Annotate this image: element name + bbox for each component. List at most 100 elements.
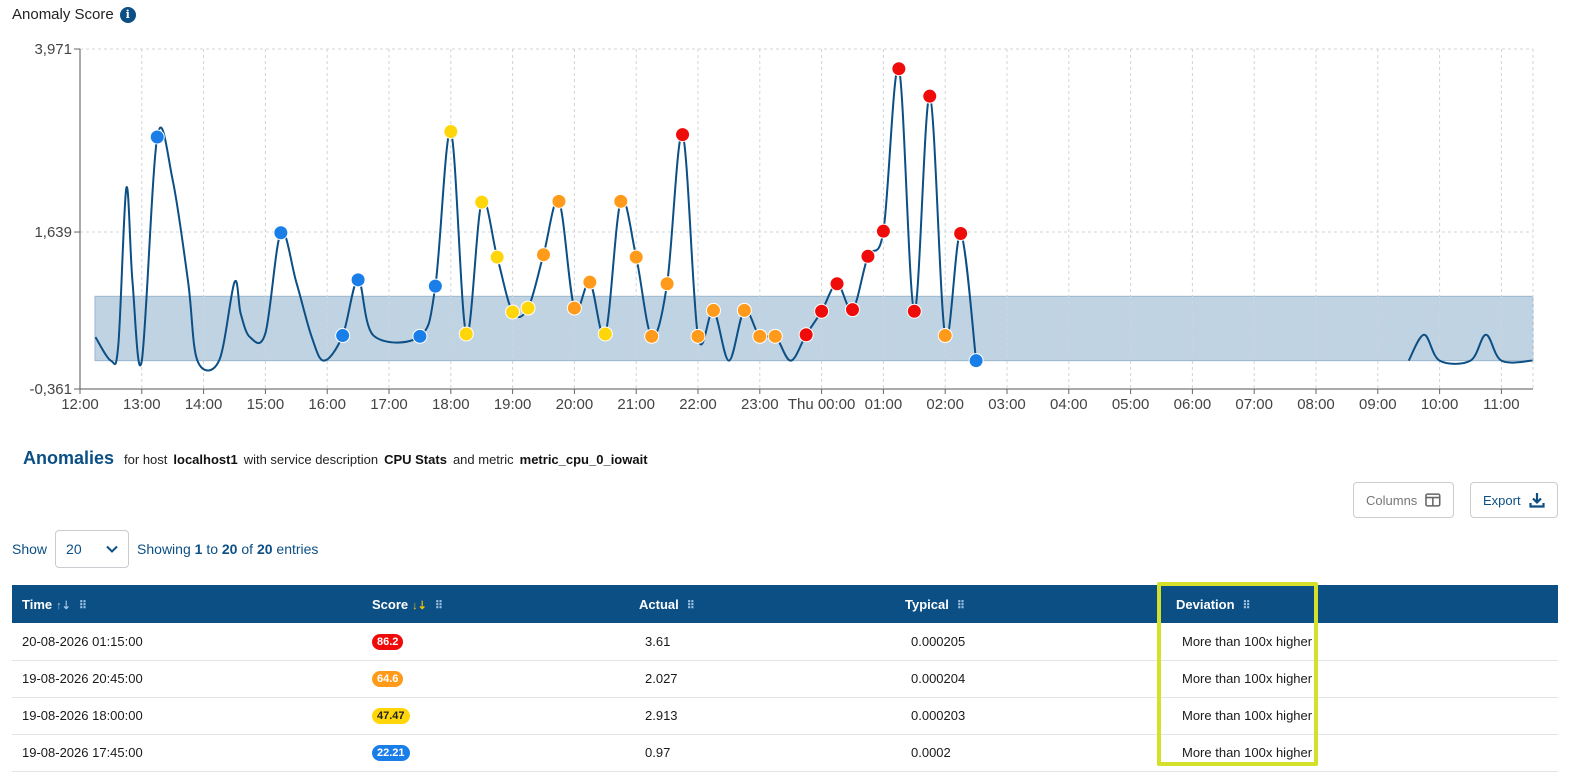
x-tick-label: Thu 00:00 (788, 396, 856, 413)
showing-prefix: Showing (137, 541, 191, 557)
anomaly-point (566, 300, 582, 316)
anomaly-point (798, 327, 814, 343)
showing-entries-word: entries (276, 541, 319, 557)
score-badge: 47.47 (372, 708, 410, 724)
columns-button[interactable]: Columns (1353, 482, 1454, 518)
drag-handle-icon[interactable]: ⠿ (956, 599, 965, 612)
drag-handle-icon[interactable]: ⠿ (686, 599, 695, 612)
x-tick-label: 07:00 (1235, 396, 1273, 413)
table-header-row: Time ↑⇣ ⠿ Score ↓⇣ ⠿ Actual ⠿ Typical ⠿ Deviat… (12, 585, 1558, 623)
anomaly-point (536, 247, 551, 263)
info-icon[interactable]: i (119, 6, 136, 23)
cell-deviation: More than 100x higher (1182, 745, 1313, 760)
expected-range-band (94, 295, 1534, 362)
column-header-score[interactable]: Score ↓⇣ ⠿ (362, 585, 629, 623)
cell-time: 19-08-2026 18:00:00 (22, 708, 143, 723)
anomaly-point (474, 194, 490, 210)
x-tick-label: 05:00 (1112, 396, 1150, 413)
cell-actual: 3.61 (645, 633, 671, 649)
sort-icon[interactable]: ↑⇣ (56, 599, 71, 612)
x-tick-label: 21:00 (617, 396, 655, 413)
column-header-actual[interactable]: Actual ⠿ (629, 585, 895, 623)
anomaly-point (922, 88, 938, 104)
cell-score: 22.21 (362, 734, 629, 771)
host-name: localhost1 (173, 452, 238, 467)
anomaly-point (597, 326, 613, 342)
show-label: Show (12, 541, 48, 557)
x-tick-label: 11:00 (1483, 396, 1519, 413)
page-size-value: 20 (66, 541, 82, 557)
anomaly-point (458, 326, 474, 342)
table-row[interactable]: 19-08-2026 18:00:00 47.47 2.913 0.000203… (12, 697, 1558, 734)
anomaly-point (628, 249, 644, 265)
x-tick-label: 09:00 (1359, 396, 1397, 413)
download-icon (1528, 493, 1545, 508)
table-row[interactable]: 20-08-2026 01:15:00 86.2 3.61 0.000205 M… (12, 623, 1558, 660)
x-tick-label: 06:00 (1174, 396, 1212, 413)
x-tick-label: 14:00 (185, 396, 223, 413)
table-row[interactable]: 19-08-2026 20:45:00 64.6 2.027 0.000204 … (12, 660, 1558, 697)
cell-actual: 0.97 (645, 745, 671, 760)
anomalies-table: Time ↑⇣ ⠿ Score ↓⇣ ⠿ Actual ⠿ Typical ⠿ Deviat… (12, 585, 1558, 772)
anomalies-heading: Anomalies for host localhost1 with servi… (23, 448, 648, 469)
drag-handle-icon[interactable]: ⠿ (434, 599, 443, 612)
x-tick-label: 18:00 (432, 396, 470, 413)
x-tick-label: 22:00 (679, 396, 717, 413)
column-header-label: Time (22, 596, 53, 612)
anomaly-point (520, 300, 536, 316)
showing-to: 20 (221, 541, 238, 557)
and-metric-text: and metric (452, 452, 514, 467)
anomaly-point (906, 303, 922, 319)
score-badge: 64.6 (372, 671, 404, 687)
anomaly-point (829, 276, 845, 292)
cell-actual: 2.913 (645, 708, 678, 723)
cell-typical: 0.000203 (911, 708, 966, 723)
y-tick-label: 1,639 (34, 224, 72, 241)
cell-actual: 2.027 (645, 671, 678, 686)
page-size-select[interactable]: 20 (55, 530, 130, 568)
chart-header: Anomaly Score i (12, 6, 136, 23)
anomaly-point (891, 61, 907, 77)
cell-time: 19-08-2026 17:45:00 (22, 745, 143, 760)
x-tick-label: 15:00 (247, 396, 285, 413)
x-tick-label: 16:00 (308, 396, 346, 413)
showing-of-word: of (241, 541, 254, 557)
anomaly-point (335, 328, 351, 344)
anomaly-point (814, 303, 830, 319)
anomaly-point (937, 328, 953, 344)
drag-handle-icon[interactable]: ⠿ (78, 599, 87, 612)
drag-handle-icon[interactable]: ⠿ (1242, 599, 1251, 612)
anomaly-score-line (1407, 333, 1533, 365)
showing-entries-text: Showing 1 to 20 of 20 entries (137, 541, 318, 557)
anomaly-point (736, 302, 752, 318)
x-tick-label: 20:00 (556, 396, 594, 413)
table-row[interactable]: 19-08-2026 17:45:00 22.21 0.97 0.0002 Mo… (12, 734, 1558, 771)
columns-icon (1425, 493, 1441, 507)
anomaly-point (443, 123, 459, 139)
cell-deviation: More than 100x higher (1182, 633, 1313, 649)
anomaly-point (551, 193, 567, 209)
anomaly-point (953, 226, 969, 242)
x-tick-label: 02:00 (926, 396, 964, 413)
anomaly-point (644, 328, 660, 344)
cell-typical: 0.000204 (911, 671, 966, 686)
x-tick-label: 13:00 (123, 396, 161, 413)
column-header-deviation[interactable]: Deviation ⠿ (1162, 585, 1558, 623)
column-header-typical[interactable]: Typical ⠿ (895, 585, 1162, 623)
column-header-time[interactable]: Time ↑⇣ ⠿ (12, 585, 362, 623)
cell-score: 47.47 (362, 697, 629, 734)
showing-total: 20 (256, 541, 273, 557)
anomaly-point (875, 223, 891, 239)
column-header-label: Deviation (1176, 596, 1235, 612)
sort-desc-icon[interactable]: ↓⇣ (412, 599, 427, 612)
anomaly-point (489, 249, 505, 265)
cell-deviation: More than 100x higher (1182, 708, 1313, 723)
anomaly-point (860, 248, 876, 264)
column-header-label: Actual (639, 596, 679, 612)
anomaly-point (427, 278, 443, 294)
y-tick-label: -0,361 (29, 381, 72, 398)
anomaly-point (613, 193, 629, 209)
export-label: Export (1483, 492, 1521, 508)
export-button[interactable]: Export (1470, 482, 1558, 518)
